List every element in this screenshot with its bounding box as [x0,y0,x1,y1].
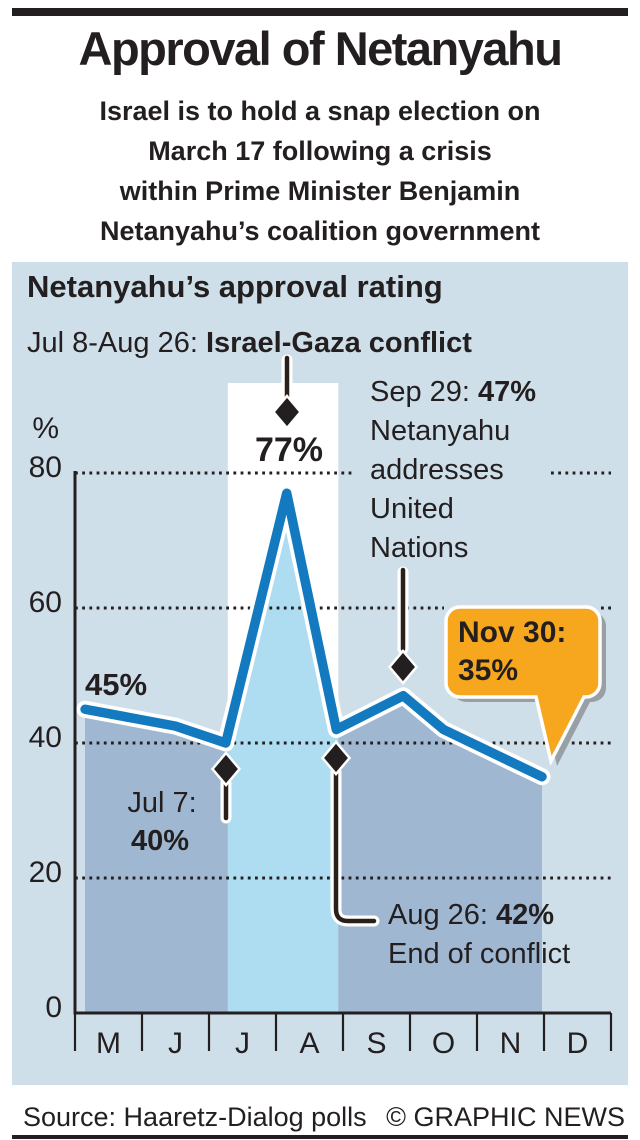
y-tick-label-20: 20 [29,856,62,889]
gridlines [75,471,611,880]
footer: Source: Haaretz-Dialog polls © GRAPHIC N… [23,1102,625,1133]
month-label-Sep: S [366,1027,386,1060]
approval-line [80,488,547,782]
y-tick-label-60: 60 [29,586,62,619]
sep29-label: Sep 29: 47% [370,376,536,408]
chart-heading: Netanyahu’s approval rating [27,269,443,304]
nov30-date-label: Nov 30: [458,616,566,649]
month-label-Jul: J [235,1027,250,1060]
sep29-desc-line: addresses [370,454,504,486]
sep29-date: Sep 29: [370,376,478,408]
peak-value-label: 77% [255,431,323,469]
y-tick-label-80: 80 [29,451,62,484]
conflict-annotation-label: Israel-Gaza conflict [206,327,472,359]
conflict-annotation-prefix: Jul 8-Aug 26: [27,327,206,359]
month-label-Jun: J [168,1027,183,1060]
page-subtitle: Israel is to hold a snap election on Mar… [99,96,541,246]
top-rule [12,8,628,16]
y-axis-labels: % 80 60 40 20 0 [29,412,62,1024]
month-label-Nov: N [500,1027,522,1060]
graphicnews-credit: © GRAPHIC NEWS [386,1102,625,1132]
month-label-Dec: D [567,1027,589,1060]
month-label-Aug: A [299,1027,319,1060]
aug26-value: 42% [496,899,554,931]
nov30-value-label: 35% [458,654,518,687]
sep29-desc-line: Netanyahu [370,415,510,447]
aug26-desc: End of conflict [388,938,570,970]
sep29-desc-line: United [370,493,454,525]
y-axis-unit-label: % [32,412,59,445]
y-tick-label-40: 40 [29,721,62,754]
aug26-stem [333,769,377,924]
page-title: Approval of Netanyahu [78,22,563,75]
y-tick-label-0: 0 [45,991,62,1024]
sep29-desc-line: Nations [370,532,468,564]
jul7-date-label: Jul 7: [127,787,196,819]
jul7-value-label: 40% [131,825,189,857]
bottom-rule [12,1135,628,1139]
nov30-callout-bubble [444,605,602,767]
aug26-label: Aug 26: 42% [388,899,554,931]
month-label-May: M [96,1027,121,1060]
start-value-label: 45% [85,667,147,702]
source-credit: Source: Haaretz-Dialog polls [23,1102,367,1132]
sep29-value: 47% [478,376,536,408]
aug26-date: Aug 26: [388,899,496,931]
conflict-band-annotation: Jul 8-Aug 26: Israel-Gaza conflict [27,327,472,359]
month-label-Oct: O [432,1027,455,1060]
